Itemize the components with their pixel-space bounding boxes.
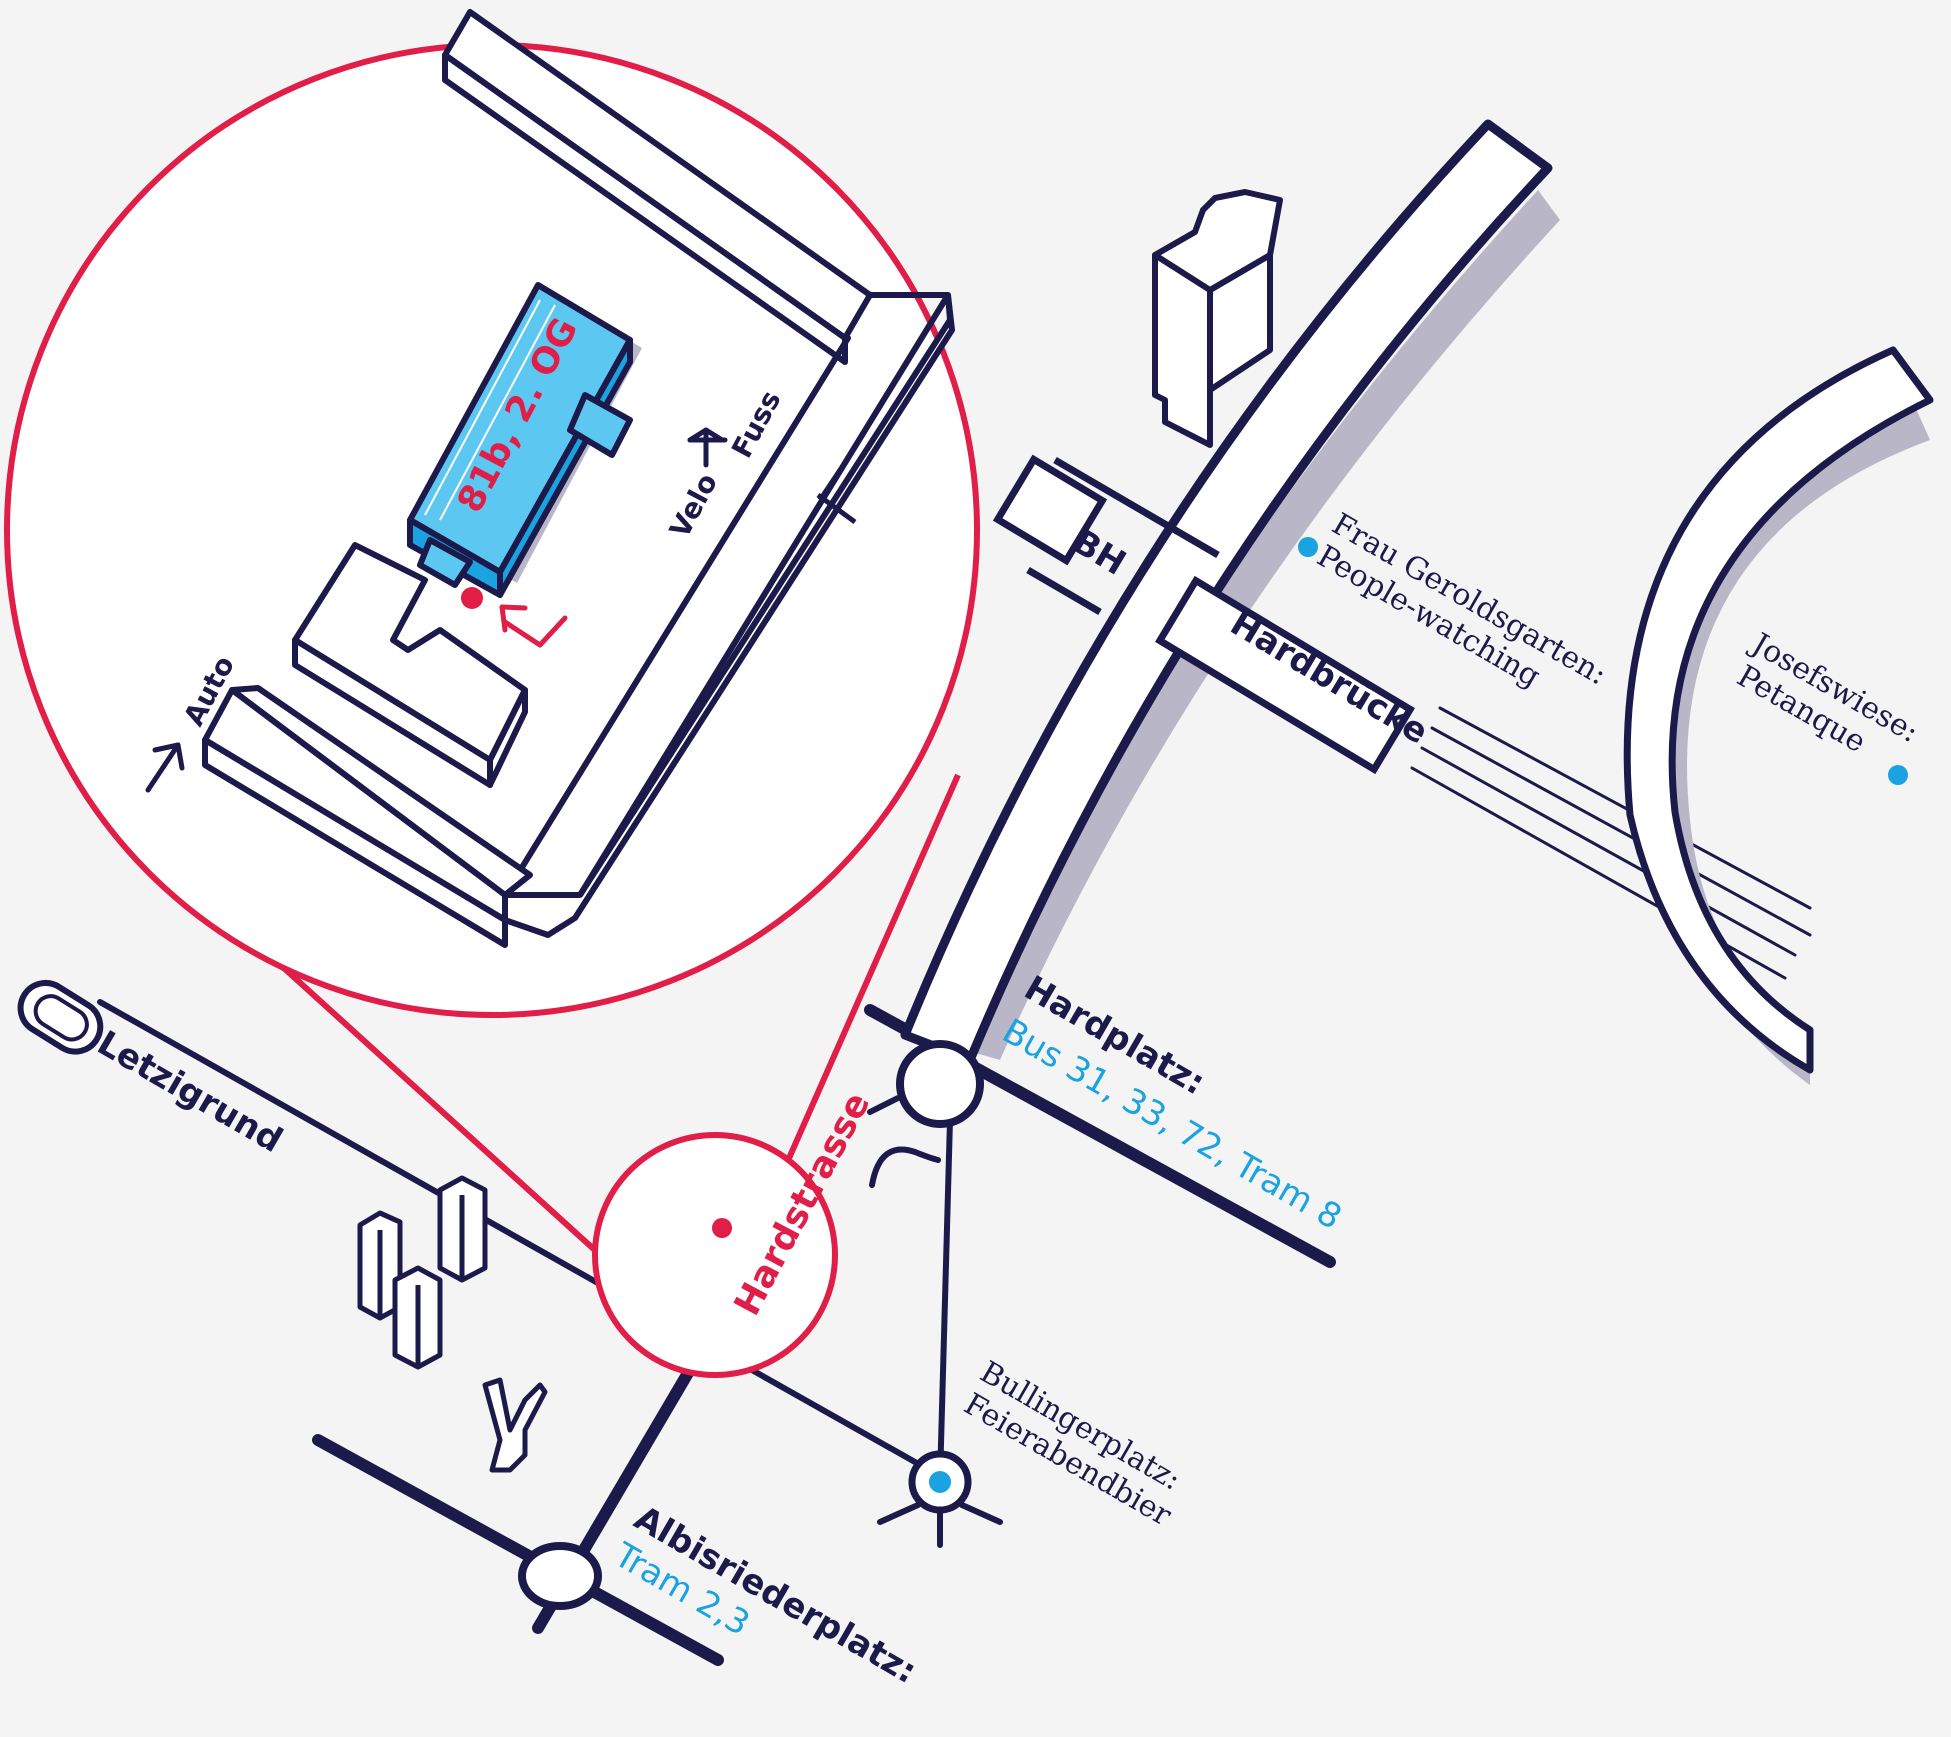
building-entry-tick: [816, 468, 857, 525]
rail-line-2: [1430, 726, 1812, 937]
road-hardplatz-stub: [867, 1095, 901, 1115]
bh-building: [992, 454, 1108, 566]
location-marker-dot[interactable]: [712, 1218, 732, 1238]
road-letzigrund: [97, 999, 941, 1478]
road-bullinger: [937, 1117, 953, 1483]
rail-line-1: [1438, 706, 1812, 910]
inset-detail: [145, 9, 955, 948]
josefswiese-poi-dot[interactable]: [1888, 765, 1908, 785]
tower-building: [1152, 189, 1283, 448]
entrance-marker-dot[interactable]: [461, 587, 483, 609]
road-curve: [869, 1146, 941, 1188]
road-albisriederplatz: [312, 1434, 724, 1666]
hardplatz-stop-icon[interactable]: [896, 1040, 984, 1128]
rail-line-3: [1420, 746, 1797, 957]
road-bullinger-se: [959, 1502, 1003, 1525]
road-bullinger-sw: [877, 1502, 921, 1525]
velo-fuss-arrow-icon: [687, 427, 728, 468]
office-building-81b[interactable]: [407, 282, 642, 598]
tower-cluster: [357, 1175, 488, 1370]
tree-icon: [482, 1377, 548, 1473]
letzigrund-stadium-icon: [17, 979, 104, 1055]
location-focus-circle: [592, 1132, 838, 1378]
hardbruecke-station: [1155, 575, 1415, 775]
albisriederplatz-stop-icon[interactable]: [518, 1542, 602, 1610]
rail-viaduct-east: [1623, 346, 1934, 1085]
entrance-arrow-icon: [499, 604, 568, 648]
frau-geroldsgarten-poi-dot[interactable]: [1298, 537, 1318, 557]
auto-arrow-icon: [145, 742, 185, 793]
magnifier-connector-right: [772, 773, 961, 1192]
bh-connector: [1026, 456, 1220, 616]
building-stripes: [424, 299, 556, 521]
magnifier-connector-left: [272, 957, 611, 1265]
inset-l-building: [442, 9, 955, 938]
bullingerplatz-poi-dot[interactable]: [929, 1471, 951, 1493]
inset-lower-buildings: [202, 542, 533, 948]
